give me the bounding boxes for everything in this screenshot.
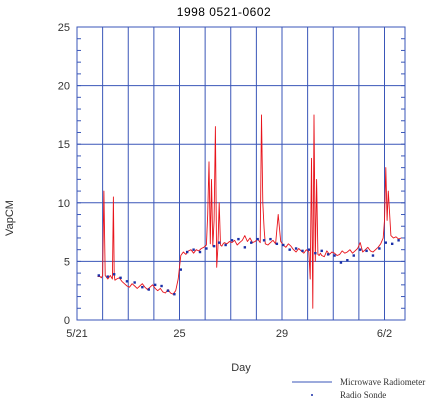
sonde-point [333,254,336,257]
sonde-point [212,244,216,248]
sonde-point [307,248,311,251]
sonde-point [147,288,150,291]
sonde-point [288,248,291,251]
sonde-point [112,273,116,276]
sonde-point [390,242,394,246]
sonde-point [365,249,368,253]
sonde-point [141,285,144,289]
sonde-point [153,283,157,287]
sonde-point [97,274,100,277]
sonde-point [371,254,375,257]
sonde-point [179,268,182,271]
sonde-point [125,280,129,283]
sonde-point [294,247,298,250]
y-tick-label: 20 [58,81,70,93]
y-tick-label: 5 [64,256,70,268]
y-tick-label: 15 [58,139,70,151]
sonde-point [133,281,136,284]
x-axis-label: Day [231,362,251,374]
sonde-point [166,289,170,292]
sonde-point [275,242,279,246]
sonde-point [205,247,208,250]
legend: Microwave Radiometer Radio Sonde [292,377,425,400]
sonde-point [237,237,240,241]
legend-point-swatch [311,394,313,396]
x-axis: 5/21 25 29 6/2 [66,328,392,340]
sonde-point [320,249,323,253]
sonde-point [160,284,163,288]
x-tick-label: 5/21 [66,328,87,340]
sonde-point [262,239,266,242]
sonde-point [397,239,400,242]
y-tick-label: 25 [58,22,70,34]
sonde-point [185,250,189,254]
series-group [97,114,402,309]
sonde-point [256,237,259,241]
sonde-point [352,254,355,257]
sonde-point [339,261,343,264]
radiometer-series-line [97,114,402,309]
x-tick-label: 25 [173,328,185,340]
legend-radiometer-label: Microwave Radiometer [340,377,425,387]
legend-sonde-label: Radio Sonde [340,390,386,400]
plot-frame [76,26,406,321]
x-tick-label: 29 [276,328,288,340]
sonde-point [243,246,247,249]
sonde-point [358,248,362,251]
sonde-point [269,237,272,241]
sonde-point [384,241,387,244]
sonde-point [250,241,253,244]
y-tick-label: 10 [58,198,70,210]
sonde-point [378,247,381,250]
sonde-point [301,249,304,253]
sonde-point [314,251,317,255]
sonde-point [230,239,234,242]
sonde-point [106,275,109,278]
grid [77,26,405,321]
x-tick-label: 6/2 [377,328,392,340]
sonde-point [198,250,202,254]
y-axis-label: VapCM [4,200,16,236]
sonde-point [346,259,349,262]
sonde-point [282,243,285,247]
sonde-point [224,243,227,247]
sonde-point [218,241,221,244]
sonde-point [326,253,330,256]
y-tick-label: 0 [64,315,70,327]
y-axis: 0 5 10 15 20 25 [58,22,70,327]
sonde-point [173,293,176,296]
sonde-point [192,248,195,251]
chart-title: 1998 0521-0602 [177,5,271,19]
sonde-point [119,276,122,280]
